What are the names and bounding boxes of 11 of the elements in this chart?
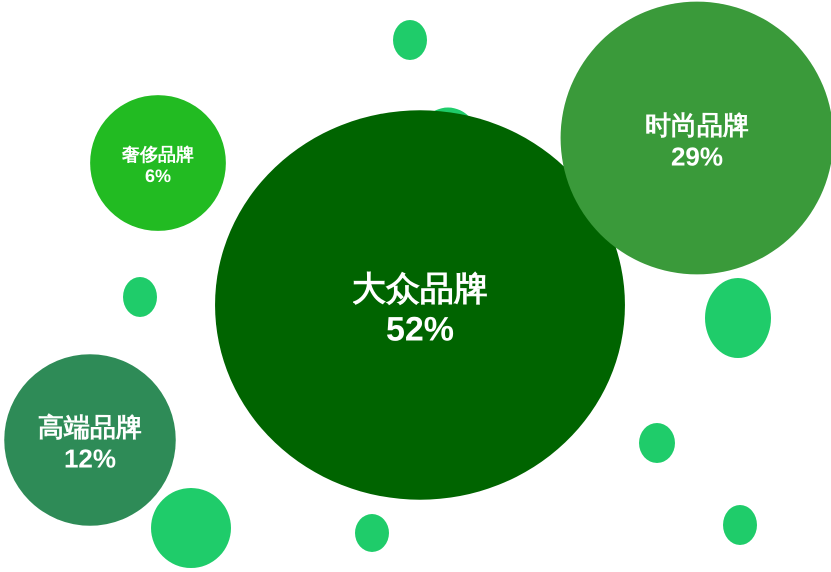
category-label: 奢侈品牌 (121, 144, 194, 164)
category-label: 大众品牌 (352, 270, 488, 308)
bubble: 奢侈品牌 6% (90, 95, 226, 231)
bubble: 高端品牌 12% (4, 354, 176, 526)
category-label: 时尚品牌 (645, 110, 749, 140)
data-label: 12% (64, 443, 116, 474)
bubble: 时尚品牌 29% (560, 2, 831, 274)
data-label: 29% (670, 141, 724, 172)
data-label: 6% (144, 166, 172, 186)
data-label: 52% (386, 310, 454, 349)
category-label: 高端品牌 (38, 412, 142, 442)
